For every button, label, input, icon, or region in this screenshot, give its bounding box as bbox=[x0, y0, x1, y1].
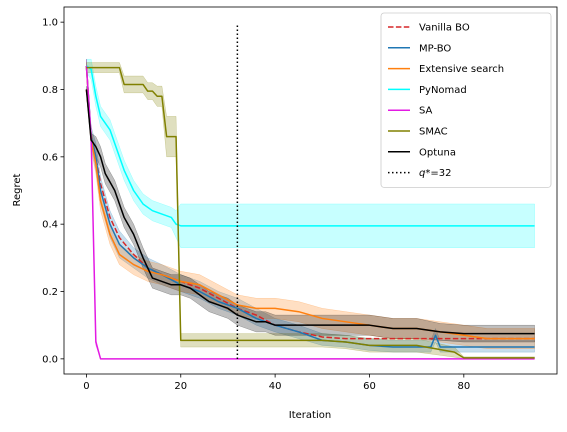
band-optuna bbox=[86, 86, 535, 343]
y-axis-ticks: 0.0 0.2 0.4 0.6 0.8 1.0 bbox=[42, 18, 64, 365]
x-axis-label: Iteration bbox=[289, 410, 331, 421]
line-sa bbox=[85, 65, 535, 360]
legend-label-mp-bo: MP-BO bbox=[419, 43, 451, 54]
y-axis-label: Regret bbox=[12, 173, 23, 206]
legend-label-smac: SMAC bbox=[419, 127, 448, 138]
axes-frame bbox=[63, 6, 558, 375]
band-extensive-search bbox=[86, 59, 535, 349]
x-tick-label: 0 bbox=[83, 381, 89, 392]
legend: Vanilla BO MP-BO Extensive search PyNomad SA… bbox=[380, 12, 552, 188]
y-tick-label: 0.4 bbox=[42, 220, 58, 231]
y-tick-label: 0.0 bbox=[42, 354, 58, 365]
y-tick-label: 1.0 bbox=[42, 18, 58, 29]
x-axis-ticks: 0 20 40 60 80 bbox=[83, 374, 470, 392]
y-tick-label: 0.6 bbox=[42, 152, 58, 163]
band-pynomad bbox=[86, 58, 535, 248]
x-tick-label: 60 bbox=[363, 381, 376, 392]
band-mp-bo bbox=[86, 59, 535, 353]
legend-label-sa: SA bbox=[419, 106, 433, 117]
legend-label-q-star: q*=32 bbox=[419, 168, 451, 179]
legend-label-pynomad: PyNomad bbox=[419, 85, 467, 96]
line-vanilla-bo bbox=[85, 89, 535, 340]
series-lines bbox=[85, 65, 535, 360]
legend-label-vanilla-bo: Vanilla BO bbox=[419, 23, 470, 34]
legend-label-optuna: Optuna bbox=[419, 147, 456, 158]
legend-box bbox=[380, 12, 552, 188]
line-smac bbox=[86, 66, 535, 359]
x-tick-label: 80 bbox=[457, 381, 470, 392]
x-tick-label: 20 bbox=[174, 381, 187, 392]
legend-label-extensive-search: Extensive search bbox=[419, 64, 504, 75]
y-tick-label: 0.8 bbox=[42, 85, 58, 96]
line-pynomad bbox=[85, 65, 535, 227]
x-tick-label: 40 bbox=[269, 381, 282, 392]
y-tick-label: 0.2 bbox=[42, 287, 58, 298]
line-optuna bbox=[85, 89, 535, 335]
